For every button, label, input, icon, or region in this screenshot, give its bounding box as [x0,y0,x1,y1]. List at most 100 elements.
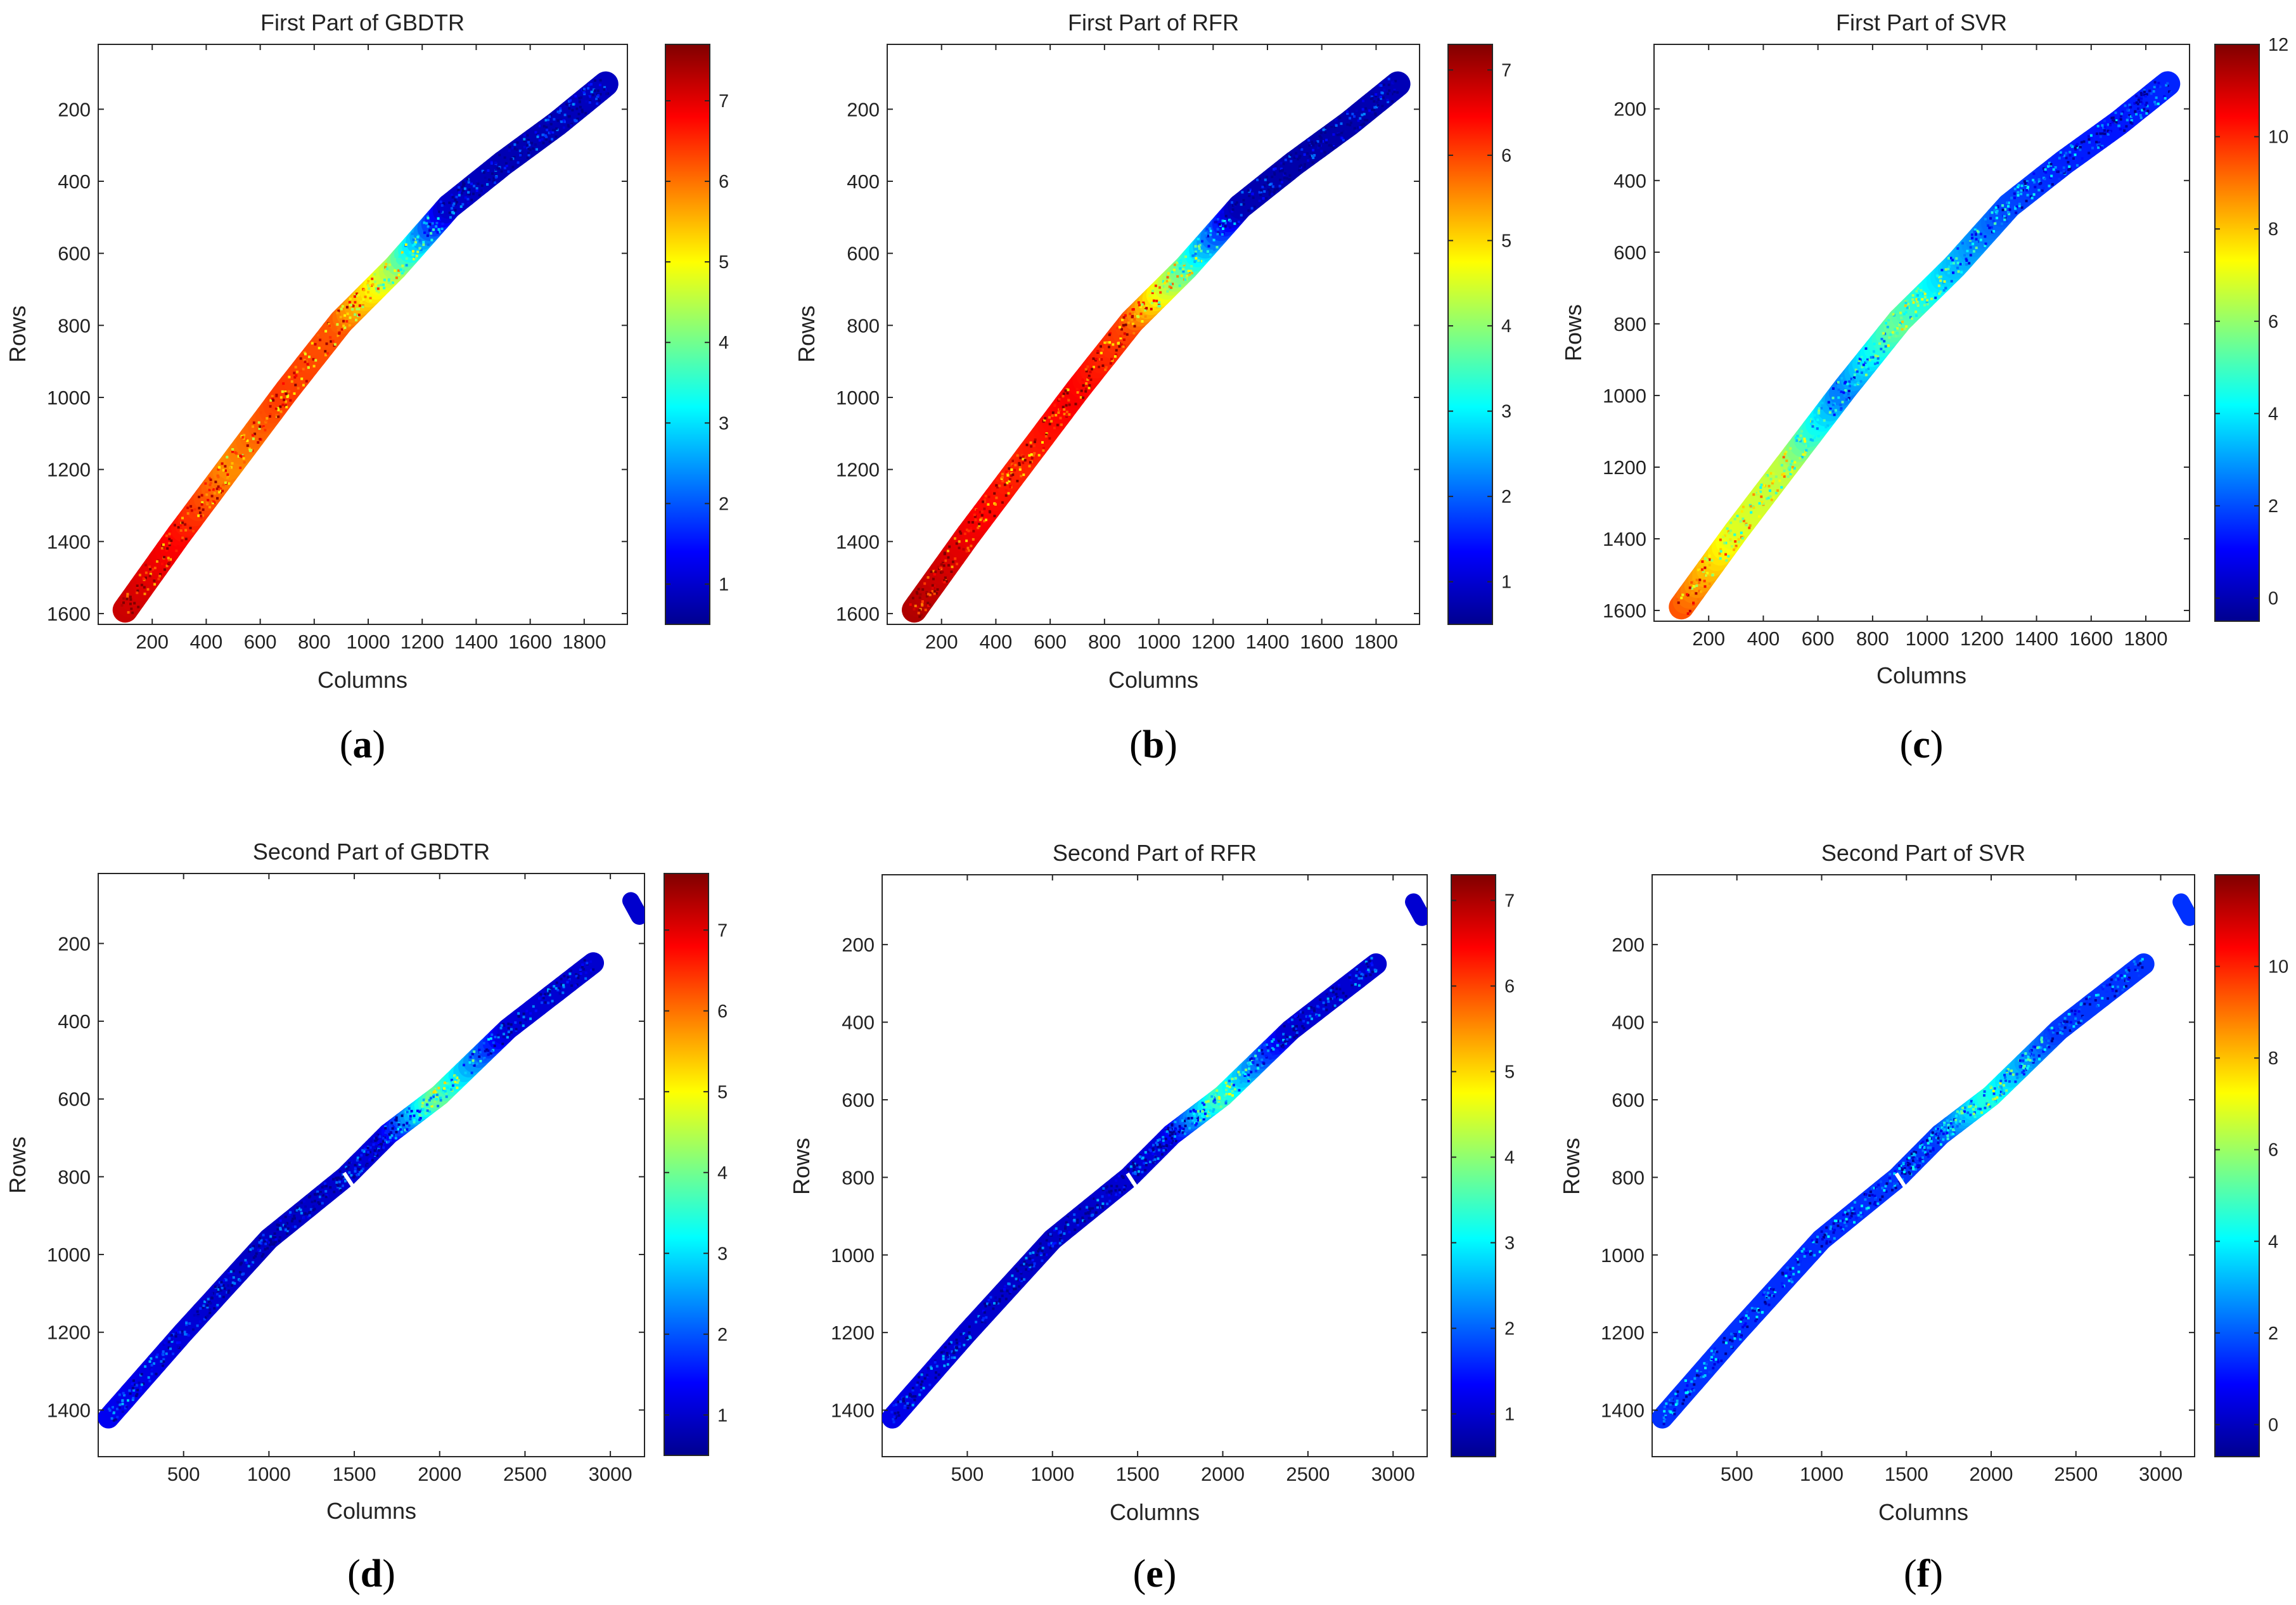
band-pixel [1944,268,1947,271]
band-pixel [526,156,529,159]
band-pixel [2072,157,2075,160]
band-pixel [468,1061,471,1064]
band-pixel [252,1256,255,1259]
band-pixel [918,596,921,599]
band-pixel [242,457,245,460]
band-pixel [2037,180,2041,183]
band-pixel [378,1140,381,1143]
band-pixel [2007,201,2010,204]
band-pixel [988,1303,991,1306]
band-pixel [1202,1109,1205,1112]
band-pixel [1167,1128,1170,1131]
band-pixel [2004,214,2008,217]
band-pixel [1209,233,1212,236]
x-tick-label: 1400 [454,631,498,653]
band-pixel [514,1021,517,1024]
band-pixel [2133,102,2136,105]
band-pixel [432,228,435,231]
band-pixel [1030,456,1034,460]
band-pixel [2044,171,2048,174]
band-pixel [1170,1137,1174,1140]
band-pixel [1243,1074,1247,1077]
band-pixel [1101,1204,1104,1208]
band-pixel [257,441,260,444]
band-pixel [2146,110,2150,112]
band-pixel [297,387,300,390]
x-tick-label: 1000 [247,1463,291,1485]
band-pixel [200,494,203,497]
band-pixel [433,1100,437,1103]
band-pixel [1270,183,1273,186]
band-pixel [594,89,597,93]
band-pixel [1063,408,1066,411]
band-pixel [536,148,538,151]
band-pixel [313,1199,316,1202]
band-pixel [1096,350,1100,353]
band-pixel [1281,169,1283,172]
band-pixel [1119,335,1122,338]
band-pixel [457,1079,460,1082]
band-pixel [588,95,591,98]
band-pixel [1867,368,1870,370]
subfigure-label: (c) [1900,723,1944,766]
band-pixel [2103,132,2107,136]
band-pixel [1053,1228,1056,1232]
band-pixel [967,529,970,532]
band-pixel [1144,315,1147,318]
band-pixel [339,1189,342,1192]
panel-d: Second Part of GBDTR 500 1000 1500 2000 2500… [4,839,728,1595]
band-pixel [463,183,466,186]
chart-title: First Part of GBDTR [260,10,465,35]
colorbar-tick-label: 2 [719,494,729,514]
band-pixel [1316,1005,1319,1008]
band-pixel [208,506,211,509]
band-pixel [407,1107,411,1110]
band-pixel [924,609,927,612]
band-pixel [436,231,439,234]
band-pixel [546,129,549,132]
band-pixel [581,110,584,113]
band-pixel [2135,94,2138,98]
band-pixel [560,117,563,120]
band-pixel [400,269,403,273]
band-pixel [286,1227,290,1230]
band-pixel [349,297,352,300]
band-pixel [1813,436,1816,439]
band-pixel [184,1332,187,1336]
band-pixel [252,421,255,424]
band-pixel [1368,960,1371,963]
band-pixel [1073,1213,1076,1216]
band-pixel [1178,284,1181,287]
band-pixel [919,593,922,596]
band-pixel [1182,262,1185,265]
band-pixel [1082,396,1085,399]
band-pixel [1029,441,1032,444]
band-pixel [526,144,529,147]
band-pixel [487,169,490,172]
band-pixel [1283,1040,1286,1043]
band-pixel [1265,197,1268,200]
band-pixel [168,538,171,541]
band-pixel [2001,204,2004,207]
band-pixel [517,138,520,141]
band-pixel [438,218,441,221]
band-pixel [1169,283,1172,286]
band-pixel [209,482,212,485]
band-pixel [2135,101,2138,104]
band-pixel [1016,479,1019,482]
band-pixel [142,577,145,580]
band-pixel [203,1300,207,1303]
band-pixel [2039,1046,2043,1049]
band-pixel [1238,1073,1241,1076]
band-pixel [269,413,272,416]
band-pixel [1254,1054,1257,1057]
band-pixel [202,1304,205,1307]
band-pixel [337,328,340,332]
band-pixel [1850,382,1854,385]
y-axis-label: Rows [1560,304,1586,361]
band-pixel [1126,333,1129,336]
band-pixel [210,1292,214,1295]
band-pixel [1857,1214,1860,1217]
band-pixel [1300,164,1303,167]
